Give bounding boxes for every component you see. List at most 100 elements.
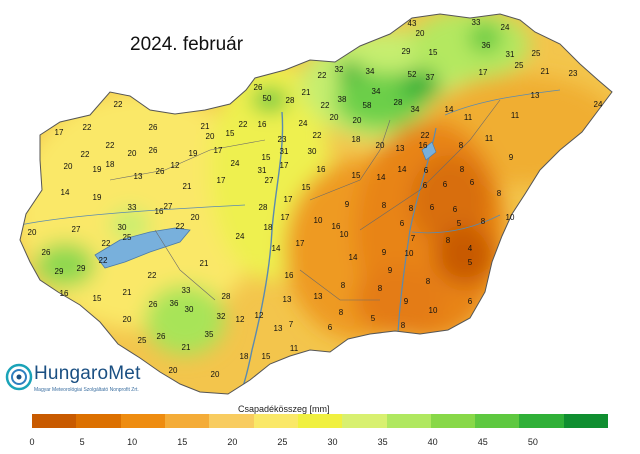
station-value: 21: [201, 122, 210, 131]
color-legend: [32, 414, 609, 428]
legend-swatch: [120, 414, 165, 428]
station-value: 29: [55, 267, 64, 276]
station-value: 36: [170, 299, 179, 308]
station-value: 18: [264, 223, 273, 232]
station-value: 20: [376, 141, 385, 150]
station-value: 24: [299, 119, 308, 128]
station-value: 26: [149, 123, 158, 132]
station-value: 22: [114, 100, 123, 109]
legend-tick-label: 0: [29, 437, 35, 447]
legend-swatch: [209, 414, 254, 428]
station-value: 23: [278, 135, 287, 144]
station-value: 12: [236, 315, 245, 324]
country-border: [19, 13, 613, 395]
station-value: 15: [429, 48, 438, 57]
station-value: 26: [149, 300, 158, 309]
legend-tick-label: 45: [477, 437, 488, 447]
station-value: 12: [255, 311, 264, 320]
legend-swatch: [32, 414, 77, 428]
legend-swatch: [297, 414, 343, 428]
station-value: 16: [155, 207, 164, 216]
station-value: 22: [148, 271, 157, 280]
station-value: 16: [317, 165, 326, 174]
station-value: 4: [468, 244, 473, 253]
station-value: 20: [416, 29, 425, 38]
station-value: 28: [394, 98, 403, 107]
station-value: 6: [430, 203, 435, 212]
legend-swatch: [519, 414, 564, 428]
station-value: 28: [286, 96, 295, 105]
station-value: 31: [280, 147, 289, 156]
station-value: 13: [314, 292, 323, 301]
station-value: 17: [479, 68, 488, 77]
station-value: 14: [61, 188, 70, 197]
station-value: 22: [106, 141, 115, 150]
station-value: 6: [424, 166, 429, 175]
station-value: 10: [314, 216, 323, 225]
station-value: 8: [459, 141, 464, 150]
station-value: 6: [468, 297, 473, 306]
station-value: 22: [421, 131, 430, 140]
station-value: 14: [349, 253, 358, 262]
station-value: 14: [377, 173, 386, 182]
legend-swatch: [386, 414, 431, 428]
legend-tick-label: 10: [127, 437, 138, 447]
station-value: 21: [123, 288, 132, 297]
station-value: 22: [83, 123, 92, 132]
station-value: 34: [366, 67, 375, 76]
station-value: 35: [205, 330, 214, 339]
station-value: 33: [472, 18, 481, 27]
station-value: 17: [55, 128, 64, 137]
station-value: 15: [262, 153, 271, 162]
station-value: 24: [501, 23, 510, 32]
station-value: 8: [481, 217, 486, 226]
station-value: 11: [290, 344, 299, 353]
station-value: 20: [353, 116, 362, 125]
station-value: 19: [93, 165, 102, 174]
station-value: 20: [169, 366, 178, 375]
station-value: 32: [217, 312, 226, 321]
station-value: 8: [446, 236, 451, 245]
station-value: 22: [176, 222, 185, 231]
station-value: 28: [259, 203, 268, 212]
station-value: 20: [128, 149, 137, 158]
station-value: 19: [93, 193, 102, 202]
station-value: 6: [443, 180, 448, 189]
station-value: 15: [302, 183, 311, 192]
legend-tick-label: 50: [527, 437, 538, 447]
logo-swirl-icon: [5, 363, 33, 391]
station-value: 15: [262, 352, 271, 361]
station-value: 25: [532, 49, 541, 58]
station-value: 8: [497, 189, 502, 198]
station-value: 32: [335, 65, 344, 74]
station-value: 27: [72, 225, 81, 234]
station-value: 8: [409, 204, 414, 213]
station-value: 50: [263, 94, 272, 103]
station-value: 34: [372, 87, 381, 96]
station-value: 26: [42, 248, 51, 257]
station-value: 20: [211, 370, 220, 379]
station-value: 21: [200, 259, 209, 268]
station-value: 8: [378, 284, 383, 293]
legend-tick-label: 40: [427, 437, 438, 447]
station-value: 12: [171, 161, 180, 170]
legend-tick-label: 30: [327, 437, 338, 447]
station-value: 5: [457, 219, 462, 228]
station-value: 10: [506, 213, 515, 222]
station-value: 6: [400, 219, 405, 228]
station-value: 27: [265, 176, 274, 185]
station-value: 38: [338, 95, 347, 104]
station-value: 13: [396, 144, 405, 153]
station-value: 33: [182, 286, 191, 295]
station-value: 17: [281, 213, 290, 222]
station-value: 16: [332, 222, 341, 231]
station-value: 24: [236, 232, 245, 241]
station-value: 18: [352, 135, 361, 144]
station-value: 8: [401, 321, 406, 330]
station-value: 10: [405, 249, 414, 258]
station-value: 9: [388, 266, 393, 275]
station-value: 22: [81, 150, 90, 159]
station-value: 58: [363, 101, 372, 110]
station-value: 18: [240, 352, 249, 361]
